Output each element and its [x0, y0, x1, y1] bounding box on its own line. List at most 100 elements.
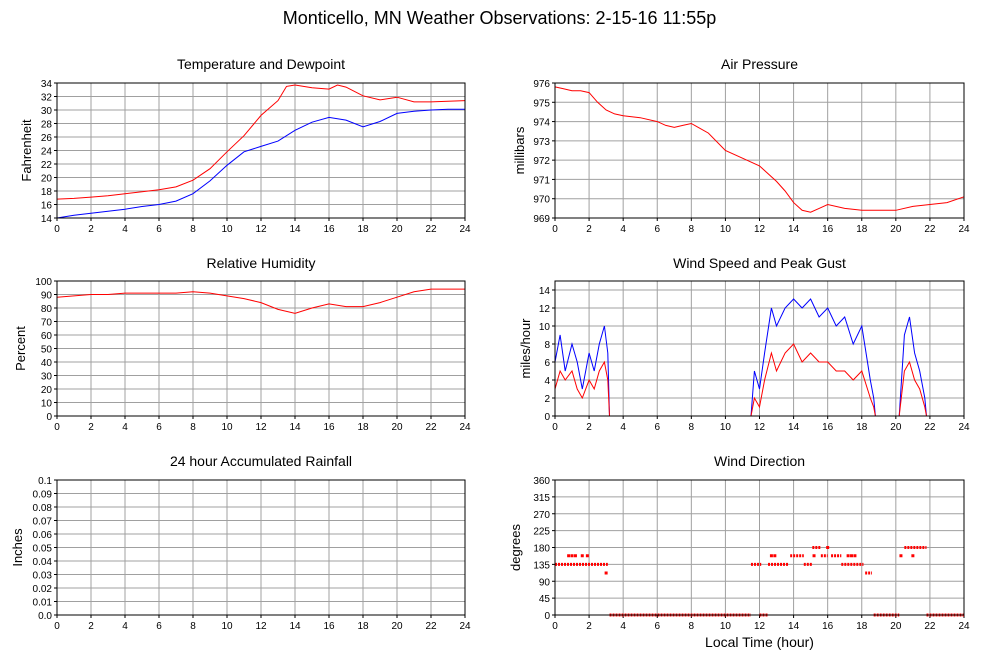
y-tick-label: 90 [539, 577, 551, 588]
x-tick-label: 12 [754, 422, 766, 433]
y-tick-label: 14 [41, 214, 53, 225]
y-tick-label: 26 [41, 133, 53, 144]
y-tick-label: 6 [544, 358, 550, 369]
y-axis-label: miles/hour [518, 318, 533, 379]
x-tick-label: 2 [88, 621, 94, 632]
y-tick-label: 2 [544, 394, 550, 405]
series-line-0 [554, 86, 965, 213]
x-tick-label: 14 [788, 422, 800, 433]
y-tick-label: 60 [41, 331, 53, 342]
x-tick-label: 24 [459, 224, 471, 235]
x-tick-label: 8 [190, 422, 196, 433]
x-tick-label: 22 [924, 224, 936, 235]
y-tick-label: 360 [533, 476, 550, 487]
x-tick-label: 22 [425, 224, 437, 235]
y-tick-label: 270 [533, 510, 550, 521]
chart-title: Relative Humidity [207, 255, 316, 271]
series-line-0 [56, 84, 466, 200]
x-tick-label: 8 [689, 224, 695, 235]
x-tick-label: 18 [856, 621, 868, 632]
x-tick-label: 12 [754, 224, 766, 235]
y-tick-label: 0.09 [33, 490, 53, 501]
x-tick-label: 10 [221, 422, 233, 433]
y-tick-label: 4 [544, 376, 550, 387]
x-tick-label: 20 [890, 224, 902, 235]
plot-frame [56, 280, 466, 417]
y-tick-label: 0 [46, 412, 52, 423]
y-tick-label: 971 [533, 175, 550, 186]
x-tick-label: 18 [856, 422, 868, 433]
plot-frame [554, 82, 965, 219]
data-point [853, 554, 857, 558]
x-tick-label: 14 [289, 422, 301, 433]
data-point [585, 554, 589, 558]
x-tick-label: 12 [255, 621, 267, 632]
y-axis-label: Percent [13, 326, 28, 371]
x-tick-label: 4 [620, 621, 626, 632]
y-tick-label: 100 [35, 277, 52, 288]
x-tick-label: 20 [391, 422, 403, 433]
x-tick-label: 2 [586, 621, 592, 632]
x-tick-label: 14 [788, 621, 800, 632]
x-tick-label: 0 [54, 621, 60, 632]
plot-frame [554, 280, 965, 417]
y-axis-label: degrees [508, 524, 523, 571]
x-tick-label: 4 [620, 224, 626, 235]
x-tick-label: 24 [459, 621, 471, 632]
chart-title: Temperature and Dewpoint [177, 56, 345, 72]
y-tick-label: 0.07 [33, 517, 53, 528]
y-tick-label: 0 [544, 611, 550, 622]
data-point [826, 546, 830, 549]
x-tick-label: 22 [924, 422, 936, 433]
y-tick-label: 974 [533, 118, 550, 129]
x-tick-label: 4 [122, 224, 128, 235]
x-tick-label: 20 [391, 224, 403, 235]
y-axis-label: millibars [512, 126, 527, 174]
x-tick-label: 18 [357, 224, 369, 235]
y-tick-label: 0.08 [33, 503, 53, 514]
x-tick-label: 8 [689, 621, 695, 632]
x-tick-label: 0 [552, 422, 558, 433]
y-tick-label: 0.02 [33, 584, 53, 595]
chart-title: 24 hour Accumulated Rainfall [170, 453, 352, 469]
y-tick-label: 225 [533, 527, 550, 538]
plot-frame [56, 82, 466, 219]
chart-title: Wind Speed and Peak Gust [673, 255, 846, 271]
data-point [570, 554, 574, 558]
y-tick-label: 0 [544, 412, 550, 423]
x-tick-label: 24 [958, 224, 970, 235]
x-tick-label: 24 [459, 422, 471, 433]
y-tick-label: 0.0 [38, 611, 52, 622]
data-point [812, 554, 816, 558]
y-tick-label: 20 [41, 385, 53, 396]
x-tick-label: 4 [122, 621, 128, 632]
x-tick-label: 2 [88, 422, 94, 433]
x-tick-label: 18 [357, 621, 369, 632]
page-title: Monticello, MN Weather Observations: 2-1… [282, 8, 717, 28]
data-point [850, 554, 854, 558]
y-tick-label: 30 [41, 372, 53, 383]
x-tick-label: 10 [720, 621, 732, 632]
x-tick-label: 16 [822, 422, 834, 433]
y-tick-label: 20 [41, 174, 53, 185]
y-tick-label: 90 [41, 291, 53, 302]
data-point [604, 571, 608, 575]
x-tick-label: 2 [586, 422, 592, 433]
y-tick-label: 8 [544, 340, 550, 351]
x-tick-label: 16 [822, 621, 834, 632]
y-tick-label: 80 [41, 304, 53, 315]
x-tick-label: 24 [958, 621, 970, 632]
y-axis-label: Inches [10, 528, 25, 567]
x-tick-label: 14 [289, 621, 301, 632]
x-tick-label: 16 [822, 224, 834, 235]
y-tick-label: 0.05 [33, 544, 53, 555]
x-tick-label: 22 [425, 621, 437, 632]
y-tick-label: 0.1 [38, 476, 52, 487]
y-tick-label: 12 [539, 304, 551, 315]
y-tick-label: 0.01 [33, 598, 53, 609]
